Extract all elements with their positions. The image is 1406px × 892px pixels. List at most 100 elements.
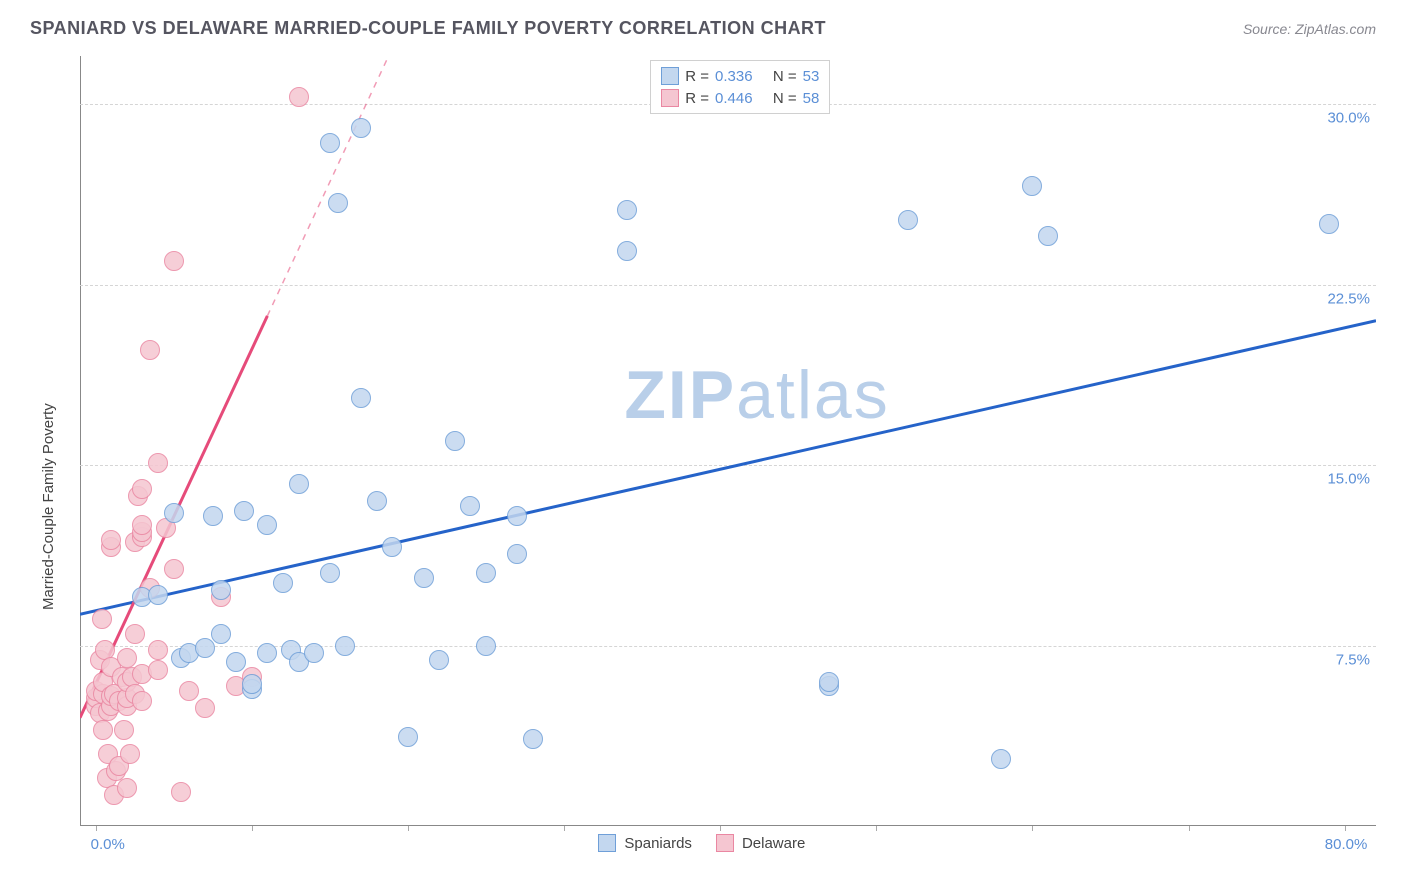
data-point [132, 691, 152, 711]
data-point [1319, 214, 1339, 234]
x-tick [720, 826, 721, 831]
data-point [1038, 226, 1058, 246]
chart-area: 7.5%15.0%22.5%30.0% 0.0%80.0%Married-Cou… [48, 56, 1386, 862]
data-point [476, 563, 496, 583]
grid-line [80, 465, 1376, 466]
data-point [195, 698, 215, 718]
data-point [304, 643, 324, 663]
data-point [92, 609, 112, 629]
x-axis-max-label: 80.0% [1325, 836, 1368, 853]
source-prefix: Source: [1243, 21, 1295, 37]
data-point [203, 506, 223, 526]
data-point [148, 660, 168, 680]
data-point [320, 563, 340, 583]
legend-swatch [598, 834, 616, 852]
legend-row: R = 0.446 N = 58 [661, 87, 819, 109]
data-point [507, 544, 527, 564]
correlation-legend: R = 0.336 N = 53R = 0.446 N = 58 [650, 60, 830, 114]
data-point [164, 503, 184, 523]
legend-label: Spaniards [624, 835, 692, 852]
data-point [819, 672, 839, 692]
x-tick [96, 826, 97, 831]
x-tick [1032, 826, 1033, 831]
data-point [445, 431, 465, 451]
legend-label: Delaware [742, 835, 805, 852]
data-point [1022, 176, 1042, 196]
data-point [179, 681, 199, 701]
data-point [476, 636, 496, 656]
data-point [398, 727, 418, 747]
data-point [117, 648, 137, 668]
legend-item: Spaniards [598, 834, 692, 852]
data-point [523, 729, 543, 749]
data-point [211, 624, 231, 644]
data-point [164, 559, 184, 579]
x-tick [408, 826, 409, 831]
y-tick-label: 30.0% [1327, 110, 1370, 127]
y-axis-line [80, 56, 81, 826]
y-tick-label: 22.5% [1327, 290, 1370, 307]
data-point [320, 133, 340, 153]
data-point [429, 650, 449, 670]
data-point [617, 200, 637, 220]
x-tick [876, 826, 877, 831]
data-point [289, 87, 309, 107]
data-point [289, 474, 309, 494]
plot-area: 7.5% 15.0% 22.5% 30.0% [80, 56, 1376, 826]
data-point [164, 251, 184, 271]
data-point [195, 638, 215, 658]
data-point [211, 580, 231, 600]
data-point [171, 782, 191, 802]
data-point [132, 515, 152, 535]
data-point [414, 568, 434, 588]
x-tick [252, 826, 253, 831]
data-point [257, 643, 277, 663]
data-point [114, 720, 134, 740]
data-point [93, 720, 113, 740]
data-point [140, 340, 160, 360]
data-point [617, 241, 637, 261]
chart-source: Source: ZipAtlas.com [1243, 21, 1376, 37]
data-point [132, 479, 152, 499]
data-point [351, 118, 371, 138]
data-point [148, 640, 168, 660]
data-point [328, 193, 348, 213]
data-point [117, 778, 137, 798]
data-point [460, 496, 480, 516]
data-point [148, 453, 168, 473]
data-point [234, 501, 254, 521]
data-point [257, 515, 277, 535]
legend-swatch [716, 834, 734, 852]
data-point [125, 624, 145, 644]
chart-title: SPANIARD VS DELAWARE MARRIED-COUPLE FAMI… [30, 18, 826, 39]
data-point [335, 636, 355, 656]
data-point [898, 210, 918, 230]
data-point [226, 652, 246, 672]
data-point [351, 388, 371, 408]
x-axis-line [80, 825, 1376, 826]
legend-item: Delaware [716, 834, 805, 852]
series-legend: Spaniards Delaware [598, 834, 805, 852]
legend-swatch [661, 89, 679, 107]
data-point [101, 530, 121, 550]
x-axis-min-label: 0.0% [91, 836, 125, 853]
x-tick [1189, 826, 1190, 831]
data-point [120, 744, 140, 764]
legend-swatch [661, 67, 679, 85]
trend-lines [80, 56, 1376, 826]
data-point [507, 506, 527, 526]
x-tick [564, 826, 565, 831]
data-point [991, 749, 1011, 769]
data-point [367, 491, 387, 511]
data-point [382, 537, 402, 557]
data-point [273, 573, 293, 593]
data-point [242, 674, 262, 694]
y-tick-label: 15.0% [1327, 471, 1370, 488]
legend-row: R = 0.336 N = 53 [661, 65, 819, 87]
x-tick [1345, 826, 1346, 831]
source-name: ZipAtlas.com [1295, 21, 1376, 37]
data-point [148, 585, 168, 605]
y-axis-label: Married-Couple Family Poverty [40, 404, 57, 611]
grid-line [80, 285, 1376, 286]
y-tick-label: 7.5% [1336, 651, 1370, 668]
